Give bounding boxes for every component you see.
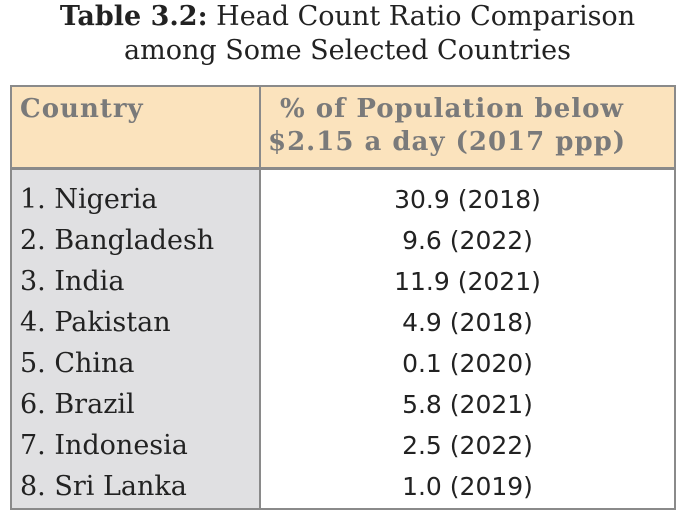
table-row: 5. China 0.1 (2020) [12,343,674,384]
table-row: 6. Brazil 5.8 (2021) [12,384,674,425]
cell-country: 6. Brazil [20,389,135,420]
cell-country: 8. Sri Lanka [20,471,187,502]
table-header-row: Country % of Population below $2.15 a da… [12,87,674,170]
cell-value: 5.8 (2021) [402,390,533,419]
table-row: 3. India 11.9 (2021) [12,261,674,302]
caption-title-line-1: Head Count Ratio Comparison [216,1,636,32]
table-row: 7. Indonesia 2.5 (2022) [12,425,674,466]
cell-country: 1. Nigeria [20,184,158,215]
cell-value: 11.9 (2021) [394,267,541,296]
caption-label: Table 3.2: [59,1,208,32]
header-population-line-1: % of Population below [280,94,624,124]
cell-country: 3. India [20,266,125,297]
cell-country: 5. China [20,348,135,379]
table-row: 8. Sri Lanka 1.0 (2019) [12,466,674,507]
head-count-table: Country % of Population below $2.15 a da… [10,85,676,510]
cell-value: 30.9 (2018) [394,185,541,214]
country-column-background [12,170,259,508]
cell-value: 2.5 (2022) [402,431,533,460]
table-row: 2. Bangladesh 9.6 (2022) [12,220,674,261]
cell-country: 7. Indonesia [20,430,188,461]
table-caption: Table 3.2: Head Count Ratio Comparison a… [0,0,695,68]
cell-value: 9.6 (2022) [402,226,533,255]
cell-country: 4. Pakistan [20,307,171,338]
caption-line-1: Table 3.2: Head Count Ratio Comparison [0,0,695,34]
table-body: 1. Nigeria 30.9 (2018) 2. Bangladesh 9.6… [12,179,674,507]
cell-value: 0.1 (2020) [402,349,533,378]
cell-value: 1.0 (2019) [402,472,533,501]
column-divider [259,87,261,508]
header-population-line-2: $2.15 a day (2017 ppp) [268,127,627,157]
table-row: 4. Pakistan 4.9 (2018) [12,302,674,343]
caption-title-line-2: among Some Selected Countries [124,35,571,66]
cell-country: 2. Bangladesh [20,225,215,256]
table-row: 1. Nigeria 30.9 (2018) [12,179,674,220]
cell-value: 4.9 (2018) [402,308,533,337]
header-population: % of Population below $2.15 a day (2017 … [268,93,638,159]
header-country: Country [20,94,144,124]
